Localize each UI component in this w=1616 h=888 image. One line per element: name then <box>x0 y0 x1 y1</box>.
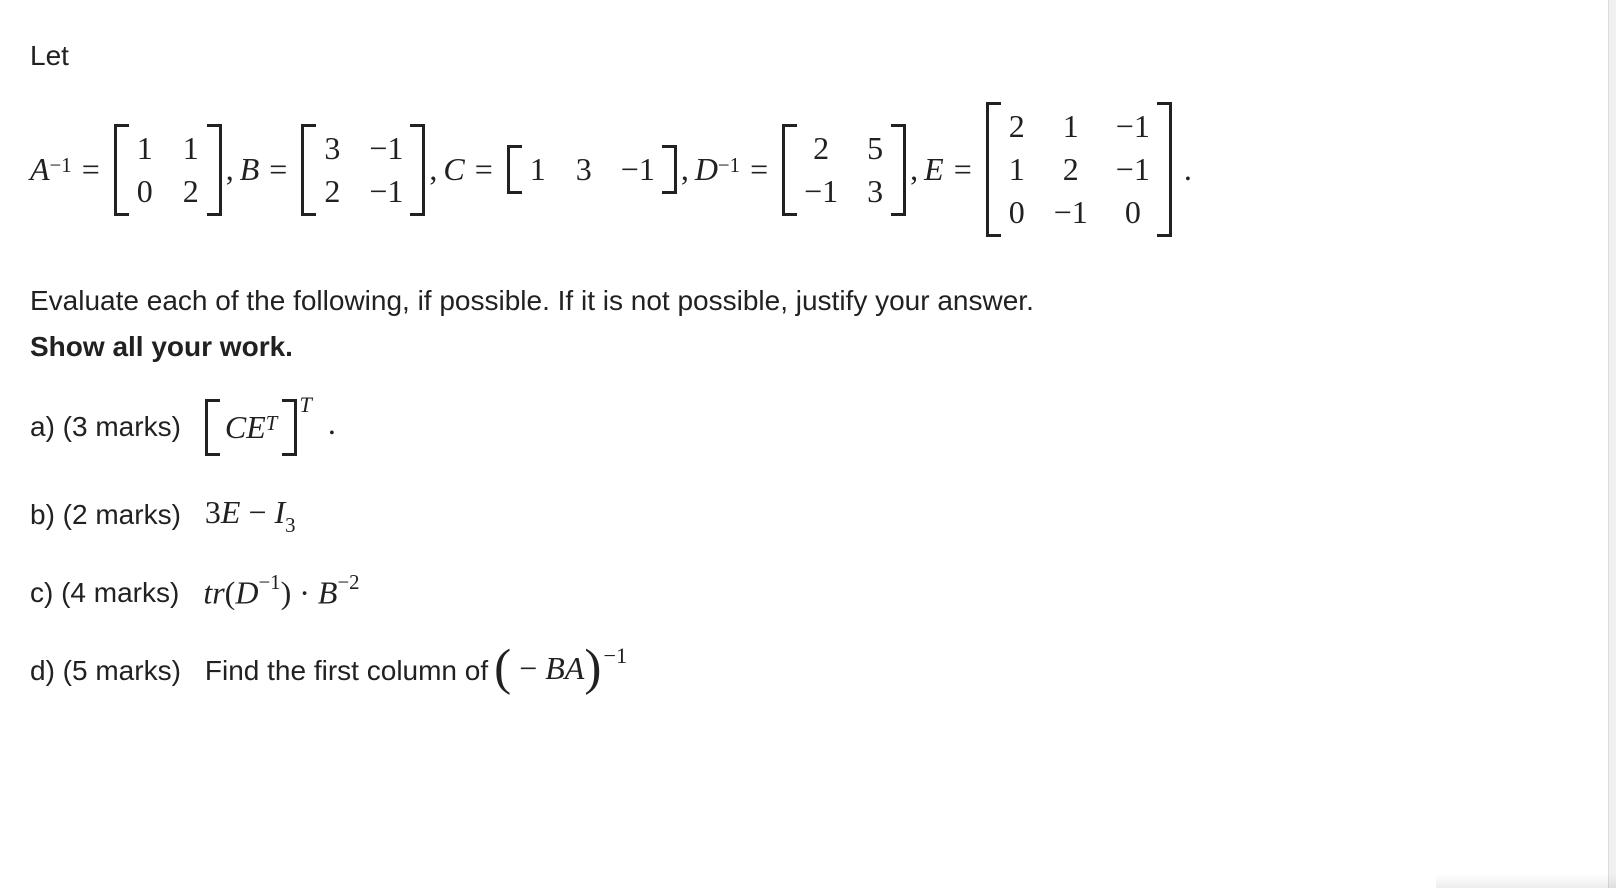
cell: 1 <box>529 151 547 188</box>
var-C: C <box>443 151 464 188</box>
comma: , <box>429 151 437 188</box>
cell: 2 <box>323 173 341 210</box>
cell: −1 <box>1116 151 1150 188</box>
fn: tr <box>203 575 224 611</box>
var-E: E <box>924 151 944 188</box>
var-A: A <box>30 151 50 188</box>
scrollbar-track[interactable] <box>1608 0 1616 888</box>
cell: 1 <box>182 130 200 167</box>
op: − <box>511 650 545 686</box>
cell: −1 <box>1054 194 1088 231</box>
part-c-expr: tr(D−1) · B−2 <box>203 574 359 612</box>
part-d: d) (5 marks) Find the first column of ( … <box>30 650 1586 692</box>
comma: , <box>681 151 689 188</box>
var: D <box>235 575 258 611</box>
equals: = <box>82 151 100 188</box>
instruction-text: Evaluate each of the following, if possi… <box>30 277 1586 325</box>
cell: 0 <box>136 173 154 210</box>
cell: 1 <box>136 130 154 167</box>
part-a-expr: CET T . <box>205 399 336 456</box>
cell: −1 <box>1116 108 1150 145</box>
var: I <box>275 494 286 530</box>
part-c-label: c) (4 marks) <box>30 577 179 609</box>
op: − <box>240 494 274 530</box>
part-d-expr: ( − BA)−1 <box>494 650 627 692</box>
sup: T <box>299 392 311 417</box>
var-D: D <box>695 151 718 188</box>
cell: 3 <box>575 151 593 188</box>
part-d-prefix: Find the first column of <box>205 655 488 687</box>
cell: 2 <box>1062 151 1080 188</box>
intro-text: Let <box>30 40 1586 72</box>
matrix-C: 1 3 −1 <box>507 145 677 194</box>
row-terminator: . <box>1184 151 1192 188</box>
sup: −2 <box>337 571 359 594</box>
part-a: a) (3 marks) CET T . <box>30 399 1586 456</box>
cell: 1 <box>1008 151 1026 188</box>
var: B <box>318 575 338 611</box>
matrix-E: 2 1 −1 1 2 −1 0 −1 0 <box>986 102 1172 237</box>
period: . <box>328 405 336 441</box>
comma: , <box>910 151 918 188</box>
exp-A: −1 <box>50 154 72 178</box>
cell: 1 <box>1062 108 1080 145</box>
var: E <box>221 494 241 530</box>
cell: 3 <box>866 173 884 210</box>
comma: , <box>226 151 234 188</box>
part-b-label: b) (2 marks) <box>30 499 181 531</box>
matrix-D-inv: 2 5 −1 3 <box>782 124 906 216</box>
cell: −1 <box>621 151 655 188</box>
part-b: b) (2 marks) 3E − I3 <box>30 494 1586 536</box>
page-shadow <box>1436 874 1616 888</box>
equals: = <box>750 151 768 188</box>
var: E <box>246 409 266 446</box>
cell: 2 <box>1008 108 1026 145</box>
sup: −1 <box>258 571 280 594</box>
var-B: B <box>240 151 260 188</box>
cell: 0 <box>1124 194 1142 231</box>
matrix-A-inv: 1 1 0 2 <box>114 124 222 216</box>
equals: = <box>269 151 287 188</box>
coef: 3 <box>205 494 221 530</box>
sup: T <box>266 412 278 436</box>
matrix-B: 3 −1 2 −1 <box>301 124 425 216</box>
exp-D: −1 <box>718 154 740 178</box>
cell: −1 <box>804 173 838 210</box>
matrix-definitions: A−1 = 1 1 0 2 , B = 3 −1 2 −1 , C = 1 3 … <box>30 102 1586 237</box>
part-c: c) (4 marks) tr(D−1) · B−2 <box>30 574 1586 612</box>
cell: 3 <box>323 130 341 167</box>
cell: 5 <box>866 130 884 167</box>
cell: −1 <box>369 173 403 210</box>
sup: −1 <box>603 643 627 668</box>
cell: −1 <box>369 130 403 167</box>
parts-list: a) (3 marks) CET T . b) (2 marks) 3E − I… <box>30 399 1586 692</box>
cell: 2 <box>182 173 200 210</box>
equals: = <box>475 151 493 188</box>
cell: 2 <box>812 130 830 167</box>
var: C <box>225 409 246 446</box>
part-d-label: d) (5 marks) <box>30 655 181 687</box>
var: A <box>565 650 585 686</box>
cell: 0 <box>1008 194 1026 231</box>
op: · <box>291 575 318 611</box>
var: B <box>545 650 565 686</box>
show-work-text: Show all your work. <box>30 331 1586 363</box>
part-a-label: a) (3 marks) <box>30 411 181 443</box>
sub: 3 <box>285 514 295 537</box>
part-b-expr: 3E − I3 <box>205 494 296 536</box>
equals: = <box>954 151 972 188</box>
